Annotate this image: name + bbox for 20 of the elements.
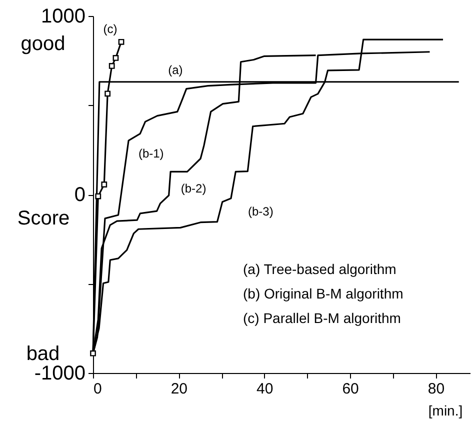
y-tick-label: 1000 (41, 6, 86, 28)
text: bad (26, 343, 60, 365)
series-label: (b-2) (180, 182, 206, 196)
series-label: (c) (103, 22, 118, 36)
x-tick-label: 20 (170, 380, 188, 398)
x-tick-label: 80 (428, 380, 445, 398)
x-axis-title: [min.] (428, 402, 463, 418)
series-label: (b-3) (248, 204, 274, 219)
series-label: (a) (168, 62, 183, 77)
y-tick-label: 0 (74, 184, 86, 206)
text: good (20, 33, 66, 55)
x-tick-label: 60 (342, 380, 359, 398)
series-label: (b-1) (138, 146, 164, 161)
annotation: (a) Tree-based algorithm (243, 261, 396, 277)
annotation: (b) Original B-M algorithm (243, 286, 404, 302)
x-tick-label: 0 (94, 380, 102, 398)
y-axis-title: Score (17, 208, 70, 230)
x-tick-label: 40 (256, 380, 274, 398)
y-tick-label: -1000 (34, 362, 86, 384)
annotation: (c) Parallel B-M algorithm (243, 310, 401, 326)
